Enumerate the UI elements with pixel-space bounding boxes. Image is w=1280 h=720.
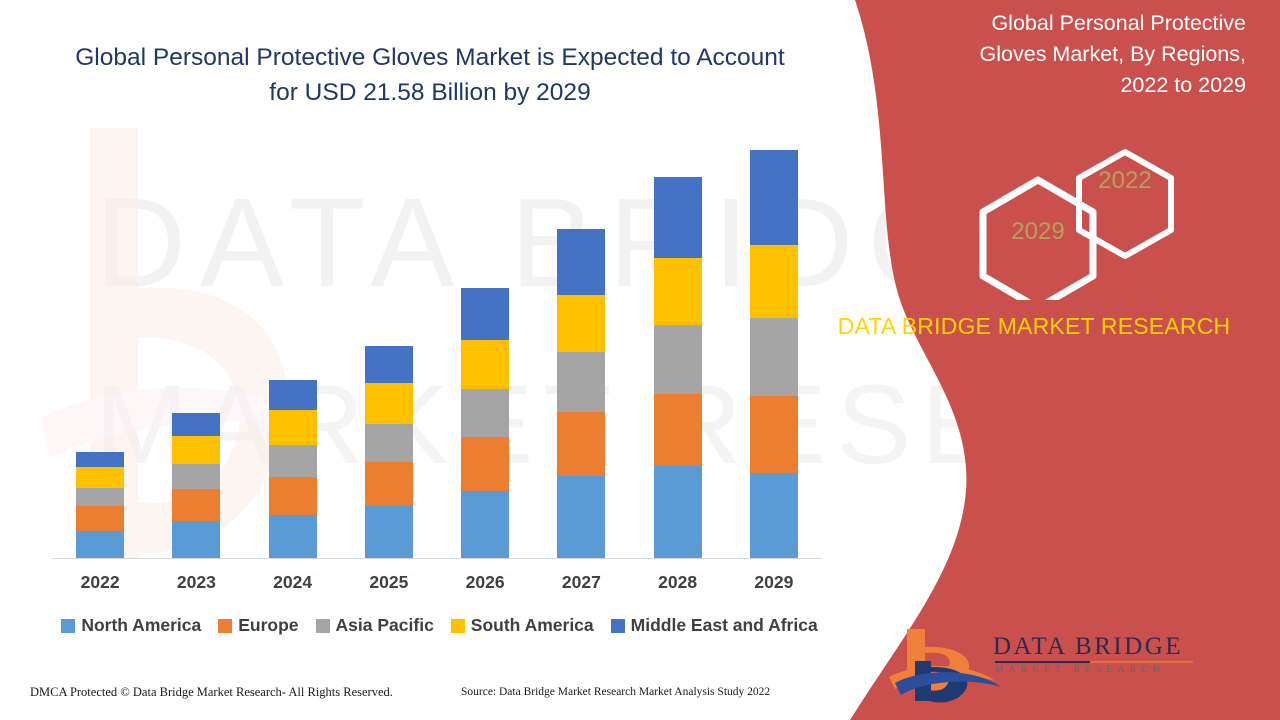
x-axis-label-2029: 2029 [754, 572, 794, 592]
x-axis-label-2027: 2027 [561, 572, 601, 592]
legend-swatch-icon [61, 618, 76, 633]
bar-segment [364, 346, 413, 384]
legend-item[interactable]: South America [450, 615, 594, 636]
legend-item[interactable]: Middle East and Africa [610, 615, 818, 636]
legend-swatch-icon [218, 618, 233, 633]
bar-segment [172, 489, 221, 522]
footer-source: Source: Data Bridge Market Research Mark… [461, 686, 771, 698]
bar-segment [749, 317, 798, 397]
logo-divider [995, 661, 1193, 663]
bar-segment [749, 472, 798, 558]
legend-label: Asia Pacific [335, 615, 434, 635]
x-axis-label-2025: 2025 [369, 572, 409, 592]
chart-legend: North America Europe Asia Pacific South Ame… [52, 615, 827, 636]
footer-copyright: DMCA Protected © Data Bridge Market Rese… [30, 685, 393, 699]
hexagon-badges: 2022 2029 [975, 140, 1205, 312]
bar-segment [653, 324, 702, 394]
x-axis-label-2022: 2022 [80, 572, 120, 592]
panel-title: Global Personal Protective Gloves Market… [979, 11, 1246, 97]
logo-wordmark: DATA BRIDGE [993, 633, 1184, 660]
hexagon-label-start-year: 2022 [1098, 167, 1152, 194]
bar-segment [172, 464, 221, 489]
bar-group-2022 [76, 452, 125, 558]
x-axis-label-2023: 2023 [176, 572, 216, 592]
bar-segment [172, 436, 221, 465]
legend-swatch-icon [610, 618, 625, 633]
bar-segment [557, 412, 606, 476]
bar-segment [172, 413, 221, 437]
bar-segment [268, 514, 317, 558]
bar-segment [461, 490, 510, 558]
legend-swatch-icon [315, 618, 330, 633]
page-title: Global Personal Protective Gloves Market… [75, 44, 785, 106]
bar-segment [653, 177, 702, 259]
bar-segment [364, 506, 413, 558]
bar-segment [364, 383, 413, 424]
x-axis-label-2024: 2024 [273, 572, 313, 592]
bar-group-2024 [268, 380, 317, 558]
logo-tagline: MARKET RESEARCH [995, 665, 1165, 675]
chart-x-axis-labels: 2022 2023 2024 2025 2026 2027 2028 2029 [52, 572, 822, 598]
stacked-bar-chart [52, 150, 822, 562]
bar-segment [364, 423, 413, 462]
legend-label: South America [470, 615, 594, 635]
bar-group-2028 [653, 177, 702, 558]
bar-group-2023 [172, 413, 221, 558]
legend-item[interactable]: Asia Pacific [315, 615, 434, 636]
brand-name: DATA BRIDGE MARKET RESEARCH [837, 313, 1231, 339]
data-bridge-logo: DATA BRIDGE MARKET RESEARCH [885, 625, 1215, 703]
bar-segment [461, 287, 510, 340]
bar-segment [364, 461, 413, 507]
bar-segment [749, 150, 798, 246]
bar-segment [557, 229, 606, 296]
legend-label: Europe [238, 615, 299, 635]
bar-segment [461, 437, 510, 491]
bar-segment [461, 339, 510, 389]
bar-segment [76, 530, 125, 558]
bar-segment [268, 444, 317, 477]
bar-segment [461, 388, 510, 438]
bar-segment [557, 475, 606, 558]
hexagon-label-end-year: 2029 [1011, 218, 1065, 245]
chart-axis-line [52, 558, 822, 559]
bar-segment [76, 488, 125, 507]
red-panel-content: Global Personal Protective Gloves Market… [780, 0, 1280, 720]
bar-group-2027 [557, 229, 606, 558]
hexagon-2022-icon [1076, 149, 1174, 259]
bar-segment [557, 295, 606, 352]
bar-segment [172, 521, 221, 558]
x-axis-label-2026: 2026 [465, 572, 505, 592]
data-bridge-mark-icon [889, 629, 1001, 703]
bar-group-2029 [749, 150, 798, 558]
legend-item[interactable]: North America [61, 615, 201, 636]
legend-swatch-icon [450, 618, 465, 633]
bar-segment [268, 380, 317, 410]
bar-group-2025 [364, 346, 413, 558]
bar-segment [557, 351, 606, 413]
chart-plot-area [52, 150, 822, 559]
legend-item[interactable]: Europe [218, 615, 299, 636]
bar-segment [749, 245, 798, 318]
bar-segment [653, 466, 702, 558]
bar-segment [653, 258, 702, 325]
bar-segment [268, 476, 317, 515]
bar-segment [76, 452, 125, 468]
x-axis-label-2028: 2028 [658, 572, 698, 592]
bar-segment [653, 393, 702, 467]
bar-segment [76, 506, 125, 531]
legend-label: Middle East and Africa [630, 615, 818, 635]
bar-segment [749, 396, 798, 473]
legend-label: North America [81, 615, 202, 635]
bar-group-2026 [461, 287, 510, 558]
bar-segment [76, 467, 125, 489]
bar-segment [268, 409, 317, 445]
